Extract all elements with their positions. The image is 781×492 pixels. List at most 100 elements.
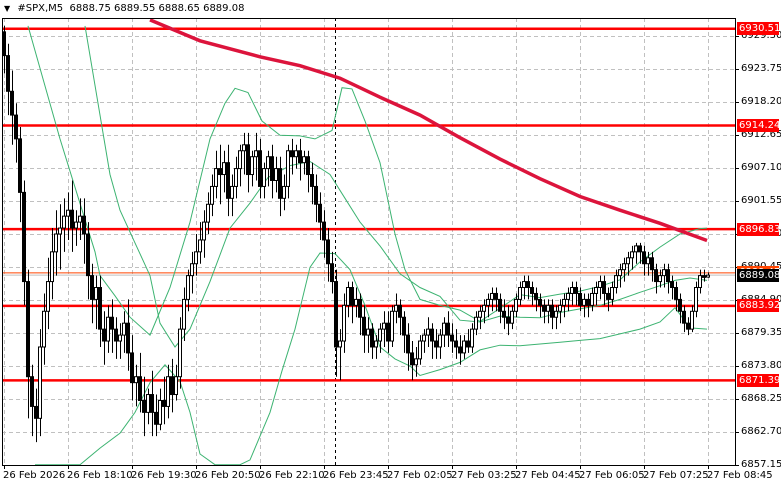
candle [350, 281, 354, 324]
candle [278, 156, 282, 217]
time-tick-label: 27 Feb 03:25 [451, 470, 517, 481]
candle [150, 370, 154, 437]
bollinger-upper-line [27, 25, 708, 336]
candle [490, 287, 494, 312]
candle [158, 388, 162, 431]
candle [586, 293, 590, 318]
time-tick-label: 27 Feb 04:45 [515, 470, 581, 481]
candle [642, 245, 646, 276]
candle [90, 263, 94, 324]
candle [602, 275, 606, 306]
candle [406, 323, 410, 371]
triangle-down-icon[interactable]: ▼ [4, 4, 11, 13]
candle [478, 305, 482, 330]
candle [430, 323, 434, 359]
candle [486, 293, 490, 318]
price-tick-label: 6857.15 [741, 459, 781, 470]
candle [402, 311, 406, 353]
time-tick-label: 26 Feb 22:10 [259, 470, 325, 481]
candle [534, 287, 538, 312]
ohlc-values: 6888.75 6889.55 6888.65 6889.08 [69, 3, 245, 14]
candle [454, 329, 458, 359]
current-price-tag: 6889.08 [737, 268, 781, 282]
candle [418, 335, 422, 365]
candle [306, 150, 310, 193]
candle [146, 388, 150, 425]
candle [482, 299, 486, 324]
time-tick-label: 26 Feb 20:50 [195, 470, 261, 481]
price-tick-label: 6862.70 [741, 426, 781, 437]
candle [474, 311, 478, 336]
candle [622, 257, 626, 282]
price-tick-label: 6923.75 [741, 63, 781, 74]
candle [494, 287, 498, 312]
candle [66, 192, 70, 240]
candle [458, 335, 462, 365]
grid [2, 18, 735, 466]
candle [522, 275, 526, 300]
candle [386, 311, 390, 353]
candle [538, 293, 542, 318]
candle [498, 293, 502, 324]
candle [182, 287, 186, 342]
candle [258, 138, 262, 199]
candle [502, 299, 506, 330]
candle [378, 323, 382, 353]
candle [18, 126, 22, 223]
candle [634, 242, 638, 264]
bollinger-bands [27, 25, 708, 466]
time-tick-label: 27 Feb 07:25 [643, 470, 709, 481]
candle [222, 150, 226, 193]
candle [322, 210, 326, 258]
time-tick-label: 27 Feb 02:05 [387, 470, 453, 481]
price-tick-label: 6873.80 [741, 360, 781, 371]
candle [30, 364, 34, 437]
candle [62, 198, 66, 252]
candle [238, 144, 242, 187]
price-tick-label: 6918.20 [741, 96, 781, 107]
candle [314, 174, 318, 223]
candle [566, 287, 570, 312]
moving-average [149, 18, 708, 243]
candle [110, 299, 114, 353]
symbol-name: #SPX,M5 [17, 3, 64, 14]
candle [74, 210, 78, 246]
candle [382, 311, 386, 347]
price-tick-label: 6929.30 [741, 30, 781, 41]
candle [450, 323, 454, 353]
candle [442, 317, 446, 347]
candle [230, 174, 234, 217]
candle [218, 144, 222, 205]
candle [330, 251, 334, 294]
candle [662, 263, 666, 288]
candle [298, 138, 302, 181]
level-tag-6914.24: 6914.24 [737, 119, 781, 133]
candle [102, 311, 106, 365]
candle [598, 275, 602, 300]
candle [326, 228, 330, 282]
candle [542, 299, 546, 324]
candle [294, 144, 298, 169]
candle [318, 192, 322, 240]
candle [590, 287, 594, 312]
candle [630, 245, 634, 270]
candle [434, 329, 438, 359]
horizontal-levels[interactable] [2, 27, 735, 382]
candle [202, 210, 206, 258]
candle [690, 305, 694, 333]
candle [574, 281, 578, 306]
candle [410, 341, 414, 381]
candle [10, 70, 14, 145]
candle [518, 281, 522, 306]
candle [550, 299, 554, 330]
candle [358, 293, 362, 336]
candle [374, 335, 378, 359]
candle [530, 281, 534, 306]
candle [82, 198, 86, 264]
candle [198, 222, 202, 264]
candle [582, 293, 586, 318]
candle [214, 150, 218, 199]
candle [246, 132, 250, 193]
